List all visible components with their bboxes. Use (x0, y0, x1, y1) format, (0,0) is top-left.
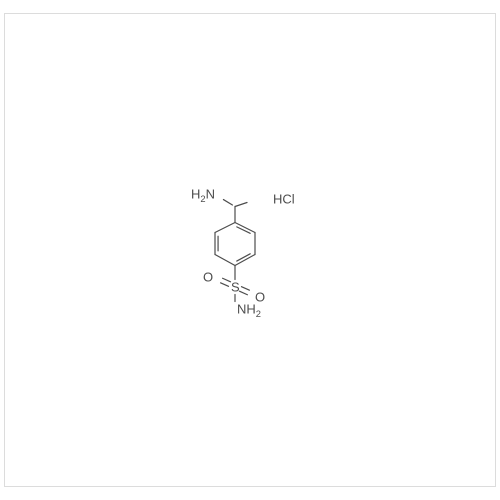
label-salt-hcl: HCl (273, 193, 295, 206)
molecule-diagram: H2N HCl S O O NH2 (175, 163, 325, 338)
canvas: H2N HCl S O O NH2 (0, 0, 500, 500)
label-sulfur: S (231, 281, 240, 294)
label-nh2-bottom: NH2 (237, 303, 261, 316)
label-h2n-top: H2N (191, 188, 215, 201)
label-oxygen-left: O (203, 271, 213, 284)
